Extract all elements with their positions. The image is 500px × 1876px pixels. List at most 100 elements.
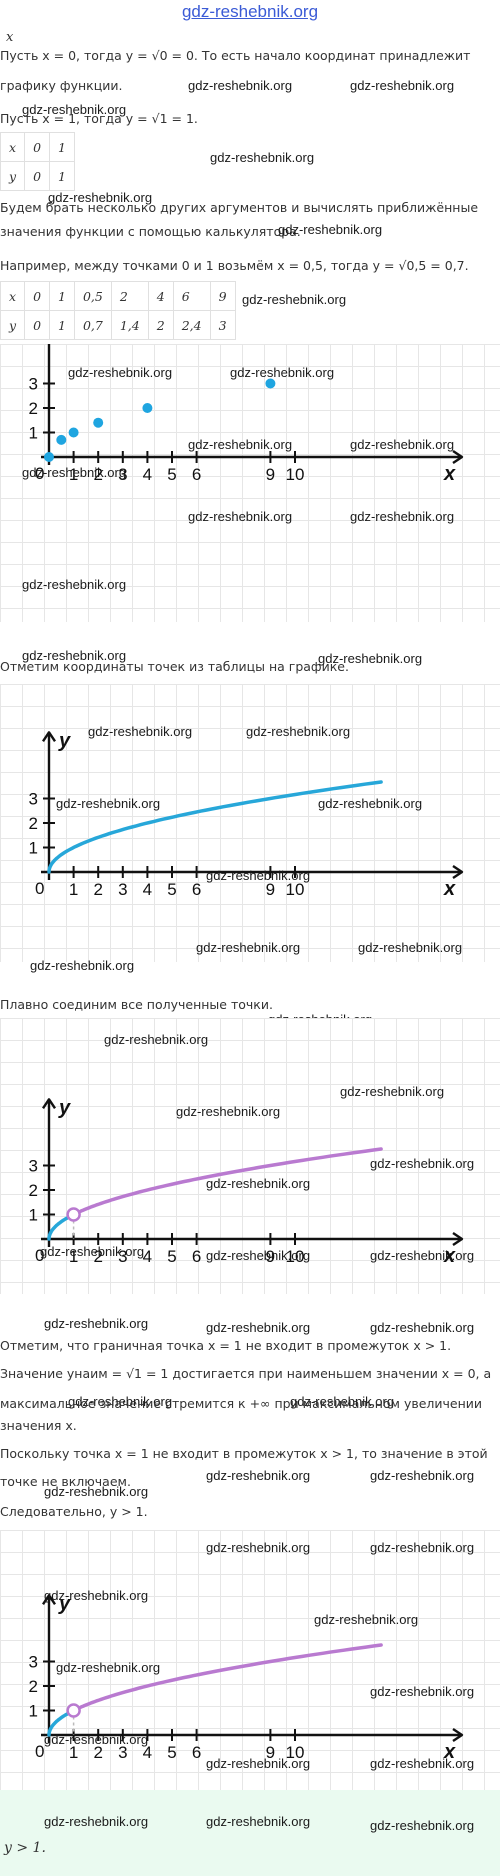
- watermark: gdz-reshebnik.org: [206, 1468, 310, 1483]
- watermark: gdz-reshebnik.org: [88, 724, 192, 739]
- table-cell: 0: [25, 162, 50, 191]
- watermark: gdz-reshebnik.org: [44, 1588, 148, 1603]
- y-tick-label: 3: [29, 790, 38, 809]
- x-tick-label: 6: [192, 1247, 201, 1266]
- table-cell: 0: [25, 282, 50, 311]
- watermark: gdz-reshebnik.org: [340, 1084, 444, 1099]
- watermark: gdz-reshebnik.org: [40, 1244, 144, 1259]
- watermark: gdz-reshebnik.org: [206, 1814, 310, 1829]
- y-tick-label: 2: [29, 399, 38, 418]
- y-axis-label: y: [58, 1097, 71, 1119]
- watermark: gdz-reshebnik.org: [370, 1320, 474, 1335]
- x-tick-label: 5: [167, 1743, 176, 1762]
- watermark: gdz-reshebnik.org: [176, 1104, 280, 1119]
- watermark: gdz-reshebnik.org: [56, 796, 160, 811]
- x-tick-label: 4: [143, 880, 152, 899]
- watermark: gdz-reshebnik.org: [242, 292, 346, 307]
- table-cell: 0: [25, 311, 50, 340]
- table-row: x 0 1: [1, 133, 75, 162]
- watermark: gdz-reshebnik.org: [246, 724, 350, 739]
- y-tick-label: 3: [29, 1157, 38, 1176]
- x-tick-label: 6: [192, 880, 201, 899]
- table-cell: 3: [210, 311, 235, 340]
- paragraph-5: Отметим координаты точек из таблицы на г…: [0, 659, 349, 674]
- table-cell: 2,4: [173, 311, 210, 340]
- y-tick-label: 3: [29, 1653, 38, 1672]
- x-tick-label: 2: [93, 880, 102, 899]
- sqrt-curve-interval: [74, 1645, 382, 1711]
- paragraph-3-line-1: Будем брать несколько других аргументов …: [0, 200, 478, 215]
- paragraph-9-line-1: Поскольку точка x = 1 не входит в промеж…: [0, 1446, 488, 1461]
- watermark: gdz-reshebnik.org: [206, 1248, 310, 1263]
- paragraph-10: Следовательно, y > 1.: [0, 1504, 148, 1519]
- answer-box: gdz-reshebnik.org gdz-reshebnik.org gdz-…: [0, 1790, 500, 1876]
- table-cell: 0,5: [74, 282, 111, 311]
- watermark: gdz-reshebnik.org: [206, 1320, 310, 1335]
- watermark: gdz-reshebnik.org: [68, 365, 172, 380]
- table-cell: 0: [25, 133, 50, 162]
- y-tick-label: 2: [29, 814, 38, 833]
- paragraph-7: Отметим, что граничная точка x = 1 не вх…: [0, 1338, 451, 1353]
- watermark: gdz-reshebnik.org: [188, 437, 292, 452]
- watermark: gdz-reshebnik.org: [370, 1818, 474, 1833]
- table-cell: 1: [50, 133, 75, 162]
- data-point: [44, 452, 54, 462]
- table-row: y 0 1: [1, 162, 75, 191]
- table-cell: 1,4: [111, 311, 148, 340]
- x-tick-label: 5: [167, 1247, 176, 1266]
- table-cell: 0,7: [74, 311, 111, 340]
- x-tick-label: 4: [143, 465, 152, 484]
- y-tick-label: 2: [29, 1181, 38, 1200]
- data-point: [56, 435, 66, 445]
- data-point: [142, 403, 152, 413]
- watermark: gdz-reshebnik.org: [370, 1468, 474, 1483]
- paragraph-1-line-1: Пусть x = 0, тогда y = √0 = 0. То есть н…: [0, 48, 470, 63]
- paragraph-4: Например, между точками 0 и 1 возьмём x …: [0, 258, 469, 273]
- site-watermark-link[interactable]: gdz-reshebnik.org: [0, 2, 500, 22]
- values-table-small: x 0 1 y 0 1: [0, 132, 75, 191]
- watermark: gdz-reshebnik.org: [206, 868, 310, 883]
- table-row: y 0 1 0,7 1,4 2 2,4 3: [1, 311, 236, 340]
- watermark: gdz-reshebnik.org: [22, 577, 126, 592]
- watermark: gdz-reshebnik.org: [104, 1032, 208, 1047]
- table-cell: 1: [50, 162, 75, 191]
- x-tick-label: 6: [192, 465, 201, 484]
- x-tick-label: 3: [118, 880, 127, 899]
- paragraph-6: Плавно соединим все полученные точки.: [0, 997, 273, 1012]
- watermark: gdz-reshebnik.org: [318, 796, 422, 811]
- table-cell-label: x: [1, 282, 25, 311]
- watermark: gdz-reshebnik.org: [196, 940, 300, 955]
- header-variable: x: [6, 30, 13, 45]
- open-point: [68, 1705, 80, 1717]
- y-tick-label: 1: [29, 839, 38, 858]
- watermark: gdz-reshebnik.org: [350, 437, 454, 452]
- watermark: gdz-reshebnik.org: [44, 1732, 148, 1747]
- x-tick-label: 6: [192, 1743, 201, 1762]
- watermark: gdz-reshebnik.org: [188, 509, 292, 524]
- watermark: gdz-reshebnik.org: [314, 1612, 418, 1627]
- data-point: [265, 379, 275, 389]
- paragraph-3-line-2: значения функции с помощью калькулятора.: [0, 224, 301, 239]
- watermark: gdz-reshebnik.org: [30, 958, 134, 973]
- table-cell-label: x: [1, 133, 25, 162]
- watermark: gdz-reshebnik.org: [370, 1156, 474, 1171]
- watermark: gdz-reshebnik.org: [370, 1248, 474, 1263]
- y-tick-label: 1: [29, 1702, 38, 1721]
- y-tick-label: 3: [29, 375, 38, 394]
- watermark: gdz-reshebnik.org: [278, 222, 382, 237]
- y-tick-label: 1: [29, 1206, 38, 1225]
- table-cell: 4: [148, 282, 173, 311]
- watermark: gdz-reshebnik.org: [44, 1484, 148, 1499]
- table-cell: 1: [50, 282, 75, 311]
- watermark: gdz-reshebnik.org: [44, 1316, 148, 1331]
- watermark: gdz-reshebnik.org: [206, 1540, 310, 1555]
- y-tick-label: 1: [29, 424, 38, 443]
- watermark: gdz-reshebnik.org: [350, 78, 454, 93]
- watermark: gdz-reshebnik.org: [188, 78, 292, 93]
- x-tick-label: 1: [69, 880, 78, 899]
- table-cell: 6: [173, 282, 210, 311]
- x-tick-label: 10: [286, 465, 305, 484]
- table-cell-label: y: [1, 162, 25, 191]
- paragraph-8-line-2: максимальное значение стремится к +∞ при…: [0, 1396, 482, 1411]
- watermark: gdz-reshebnik.org: [210, 150, 314, 165]
